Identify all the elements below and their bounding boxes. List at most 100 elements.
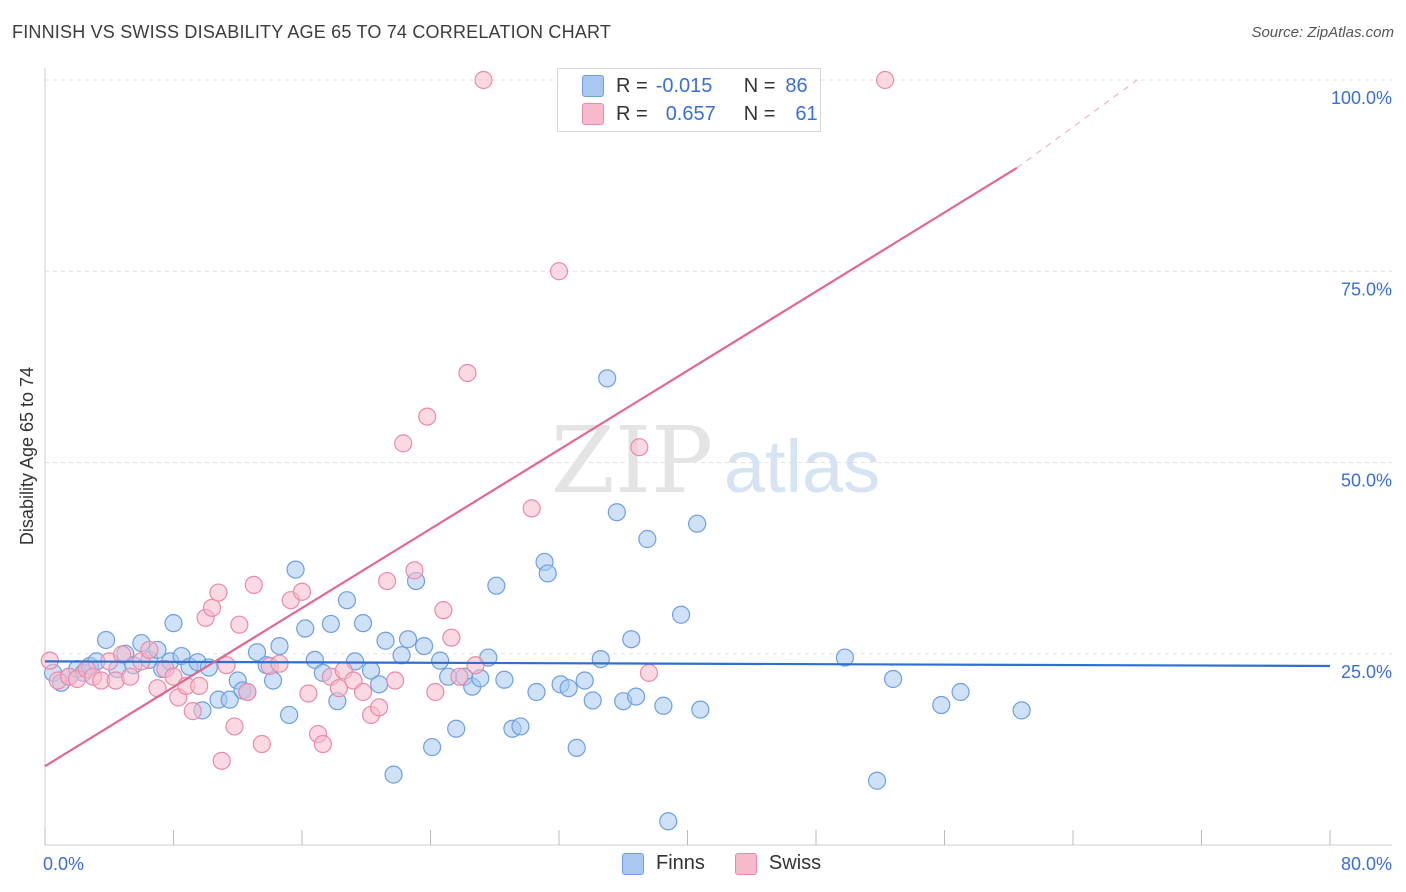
swiss-point [183,702,202,721]
swiss-point [329,679,349,698]
swiss-point [639,663,659,682]
swiss-point [370,698,389,717]
finns-point [622,630,641,649]
swiss-point [378,571,397,591]
swiss-point [225,717,244,736]
finns-swatch [582,75,604,97]
swiss-point [418,407,437,426]
finns-point [423,737,442,757]
y-tick-label: 50.0% [1341,471,1392,491]
finns-point [688,514,707,533]
finns-point [951,682,970,702]
source-label: Source: ZipAtlas.com [1251,24,1394,41]
swiss-point [244,575,263,595]
r-value: -0.015 [655,74,713,97]
finns-point [220,690,239,709]
swiss-point [112,645,132,664]
finns-point [337,591,357,610]
n-value: 86 [785,74,808,97]
finns-point [559,679,578,698]
finns-point [932,695,951,715]
chart-title: FINNISH VS SWISS DISABILITY AGE 65 TO 74… [12,22,612,42]
finns-point [414,636,434,656]
finns-point [321,614,341,634]
finns-point [867,771,887,790]
swiss-point [230,615,249,634]
swiss-point [630,438,649,457]
finns-point [511,717,530,736]
finns-point [626,687,646,706]
x-tick-label: 0.0% [43,854,84,874]
swiss-point [209,583,228,602]
finns-point [286,560,305,579]
swiss-point [466,656,485,675]
series-legend: Finns Swiss [622,852,851,875]
x-tick-label: 80.0% [1341,854,1392,874]
watermark-zip: ZIP [551,407,713,514]
tick-labels: 25.0% 50.0% 75.0% 100.0% 0.0% 80.0% [43,88,1392,874]
finns-point [671,605,691,624]
legend-row-swiss: R = 0.657 N = 61 [582,101,818,127]
swiss-trend-extension [1016,79,1138,169]
watermark: ZIP atlas [551,407,880,514]
finns-point [691,700,710,719]
finns-point [431,651,450,670]
axes [44,68,1392,846]
finns-point [447,719,466,738]
finns-point [598,369,617,388]
finns-point [527,682,546,702]
finns-point [583,691,602,710]
swiss-point [434,601,453,620]
finns-point [96,630,116,650]
finns-point [487,576,506,595]
swiss-trend-line [44,167,1018,768]
finns-legend-swatch [622,852,644,875]
finns-point [591,650,610,669]
finns-point [164,614,183,633]
finns-legend-label: Finns [656,852,705,874]
r-value: 0.657 [665,102,716,125]
r-label: R = [616,102,648,125]
n-value: 61 [795,102,818,125]
swiss-point [549,262,569,281]
swiss-point [299,684,318,703]
finns-point [638,529,657,549]
finns-point [495,670,514,689]
correlation-legend: R = -0.015 N = 86 R = 0.657 N = 61 [557,68,821,132]
swiss-point [202,598,222,617]
swiss-point [212,751,231,770]
finns-point [305,650,324,669]
finns-point [384,765,403,784]
swiss-point [522,499,541,518]
swiss-point [450,667,469,686]
swiss-point [121,667,140,686]
finns-point [835,648,855,667]
swiss-point [270,654,289,673]
swiss-point [442,628,461,647]
legend-row-finns: R = -0.015 N = 86 [582,73,808,99]
swiss-point [426,682,445,702]
swiss-legend-swatch [734,852,757,875]
finns-point [296,619,315,638]
finns-point [392,646,411,665]
y-tick-label: 25.0% [1341,662,1392,682]
swiss-point [394,434,413,453]
trend-lines [44,79,1331,768]
finns-point [270,636,289,656]
finns-point [247,643,267,662]
data-points [40,70,1031,831]
finns-point [607,503,626,522]
legend-item-finns: Finns [622,852,705,875]
swiss-swatch [582,103,604,125]
finns-point [575,671,594,690]
finns-point [353,614,373,633]
finns-point [654,696,673,715]
swiss-point [190,676,209,695]
n-label: N = [743,74,776,97]
finns-point [659,812,678,831]
swiss-point [353,682,373,702]
r-label: R = [616,74,648,97]
y-tick-label: 100.0% [1331,88,1392,108]
swiss-point [140,640,159,660]
